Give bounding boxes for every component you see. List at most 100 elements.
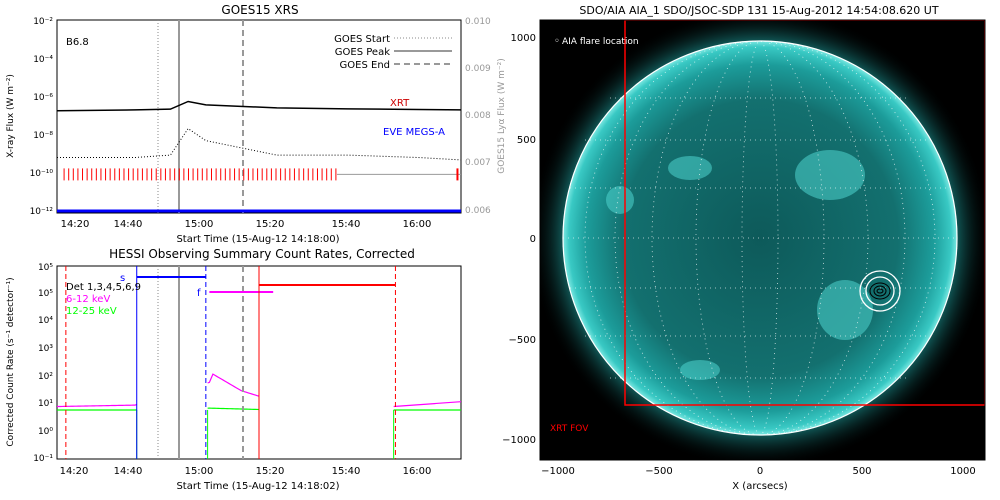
legend-goes-start: GOES Start <box>334 34 390 45</box>
active-region <box>668 156 712 180</box>
top-y2tick-label: 0.006 <box>465 206 491 216</box>
bottom-ytick-label: 10² <box>38 372 53 382</box>
top-left-axis: 10⁻² 10⁻⁴ 10⁻⁶ 10⁻⁸ 10⁻¹⁰ 10⁻¹² <box>30 17 54 217</box>
xrt-fov-box <box>624 20 985 406</box>
top-ytick-label: 10⁻¹² <box>30 207 54 217</box>
bottom-ylabel: Corrected Count Rate (s⁻¹ detector⁻¹) <box>6 277 16 446</box>
xrt-fov-label: XRT FOV <box>550 424 589 434</box>
bottom-ytick-label: 10⁻¹ <box>33 454 53 464</box>
top-plot-frame <box>56 19 462 214</box>
flare-location-symbol: ◦ <box>554 36 560 47</box>
top-y2tick-label: 0.010 <box>465 17 491 27</box>
active-region <box>817 280 873 340</box>
xrt-label: XRT <box>390 98 410 109</box>
bottom-ytick-label: 10¹ <box>38 399 53 409</box>
aia-image-frame <box>539 19 986 461</box>
top-ytick-label: 10⁻⁴ <box>33 55 53 65</box>
flare-contour <box>876 288 884 294</box>
legend-6-12: 6-12 keV <box>66 294 110 305</box>
active-region <box>606 186 634 214</box>
aia-ytick-label: 1000 <box>511 33 536 44</box>
active-region <box>680 360 720 380</box>
aia-xtick-label: −1000 <box>541 466 575 477</box>
top-ytick-label: 10⁻¹⁰ <box>30 169 54 179</box>
marker-s: s <box>120 273 125 284</box>
flare-circle <box>859 270 901 312</box>
bottom-x-axis: 14:20 14:40 15:00 15:20 15:40 16:00 <box>60 466 432 477</box>
flare-contour <box>869 282 891 300</box>
aia-xtick-label: −500 <box>645 466 672 477</box>
flare-circle <box>865 276 895 306</box>
top-x-axis: 14:20 14:40 15:00 15:20 15:40 16:00 <box>61 219 432 230</box>
count-rate-6-12-line <box>393 401 462 408</box>
flare-location-label: AIA flare location <box>562 37 639 47</box>
top-xtick-label: 15:20 <box>256 219 285 230</box>
aia-ytick-label: −1000 <box>502 435 536 446</box>
bottom-legend: Det 1,3,4,5,6,9 6-12 keV 12-25 keV <box>66 282 141 317</box>
top-right-axis: 0.010 0.009 0.008 0.007 0.006 <box>465 17 491 216</box>
legend-12-25: 12-25 keV <box>66 306 117 317</box>
marker-f: f <box>197 288 201 299</box>
top-series <box>56 100 462 213</box>
bottom-xtick-label: 14:40 <box>114 466 143 477</box>
bottom-ytick-label: 10⁵ <box>38 289 53 299</box>
aia-ytick-label: −500 <box>509 335 536 346</box>
top-y2label: GOES15 Lyα Flux (W m⁻²) <box>497 58 507 174</box>
aia-xtick-label: 0 <box>757 466 763 477</box>
top-y2tick-label: 0.007 <box>465 158 491 168</box>
legend-det: Det 1,3,4,5,6,9 <box>66 282 141 293</box>
sun-disk <box>563 41 957 435</box>
bottom-title: HESSI Observing Summary Count Rates, Cor… <box>109 247 415 261</box>
bottom-ytick-label: 10⁴ <box>38 316 53 326</box>
bottom-series <box>56 266 462 459</box>
aia-y-axis: 1000 500 0 −500 −1000 <box>502 33 536 446</box>
aia-ytick-label: 0 <box>530 234 536 245</box>
top-ytick-label: 10⁻² <box>33 17 53 27</box>
top-ytick-label: 10⁻⁶ <box>33 93 53 103</box>
aia-title: SDO/AIA AIA_1 SDO/JSOC-SDP 131 15-Aug-20… <box>579 4 938 17</box>
aia-x-axis: −1000 −500 0 500 1000 <box>541 466 976 477</box>
bottom-xtick-label: 15:20 <box>256 466 285 477</box>
aia-xtick-label: 500 <box>852 466 871 477</box>
bottom-panel: HESSI Observing Summary Count Rates, Cor… <box>6 247 462 492</box>
top-xlabel: Start Time (15-Aug-12 14:18:00) <box>176 234 339 245</box>
top-xtick-label: 16:00 <box>403 219 432 230</box>
bottom-xtick-label: 15:00 <box>185 466 214 477</box>
active-region <box>795 150 865 200</box>
active-regions <box>606 150 873 380</box>
aia-ytick-label: 500 <box>517 135 536 146</box>
eve-label: EVE MEGS-A <box>383 127 445 138</box>
top-panel: GOES15 XRS B6.8 GOES Start GOES Peak GOE… <box>6 3 507 245</box>
bottom-xtick-label: 15:40 <box>332 466 361 477</box>
aia-xtick-label: 1000 <box>950 466 975 477</box>
aia-xlabel: X (arcsecs) <box>732 481 788 492</box>
bottom-ytick-label: 10³ <box>38 344 53 354</box>
top-y2tick-label: 0.008 <box>465 111 491 121</box>
top-xtick-label: 14:40 <box>114 219 143 230</box>
count-rate-6-12-line <box>56 404 137 408</box>
flare-contours <box>859 270 901 312</box>
flare-contour <box>873 285 887 297</box>
class-label: B6.8 <box>66 37 89 48</box>
bottom-xtick-label: 16:00 <box>403 466 432 477</box>
count-rate-12-25-line <box>207 407 260 411</box>
top-xtick-label: 15:40 <box>332 219 361 230</box>
bottom-ytick-label: 10⁵ <box>38 263 53 273</box>
lya-flux-line <box>57 127 462 161</box>
bottom-xtick-label: 14:20 <box>60 466 89 477</box>
count-rate-6-12-line <box>207 373 260 397</box>
sun-limb <box>562 40 958 436</box>
top-ylabel: X-ray Flux (W m⁻²) <box>6 74 16 158</box>
bottom-xlabel: Start Time (15-Aug-12 14:18:02) <box>176 481 339 492</box>
legend-goes-end: GOES End <box>340 60 390 71</box>
bottom-left-axis: 10⁵ 10⁵ 10⁴ 10³ 10² 10¹ 10⁰ 10⁻¹ <box>33 263 53 464</box>
top-xtick-label: 14:20 <box>61 219 90 230</box>
right-panel: SDO/AIA AIA_1 SDO/JSOC-SDP 131 15-Aug-20… <box>502 4 986 492</box>
top-xtick-label: 15:00 <box>185 219 214 230</box>
xrt-flux-line <box>56 100 462 112</box>
top-y2tick-label: 0.009 <box>465 64 491 74</box>
legend-goes-peak: GOES Peak <box>335 47 390 58</box>
bottom-ytick-label: 10⁰ <box>38 427 53 437</box>
top-legend: GOES Start GOES Peak GOES End <box>334 34 452 71</box>
